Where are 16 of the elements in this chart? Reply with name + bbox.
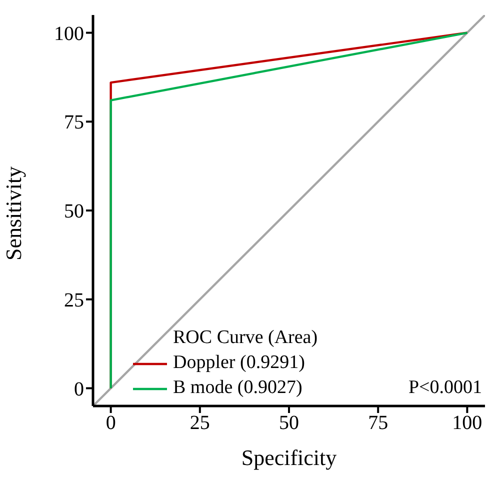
y-tick-label: 0: [74, 378, 84, 400]
y-tick-label: 50: [64, 200, 84, 223]
x-axis-title: Specificity: [241, 445, 337, 470]
legend-label: B mode (0.9027): [173, 376, 302, 400]
x-tick-label: 75: [368, 412, 388, 434]
annotation: P<0.0001: [408, 377, 482, 399]
legend-title: ROC Curve (Area): [173, 326, 318, 350]
y-axis-title: Sensitivity: [0, 166, 26, 260]
y-tick-label: 100: [54, 22, 84, 45]
x-tick-label: 50: [279, 412, 299, 434]
legend-label: Doppler (0.9291): [173, 351, 305, 375]
x-tick-label: 25: [190, 412, 210, 434]
x-tick-label: 0: [106, 412, 116, 434]
y-tick-label: 25: [64, 289, 84, 312]
x-tick-label: 100: [452, 412, 482, 434]
y-tick-label: 75: [64, 112, 84, 134]
